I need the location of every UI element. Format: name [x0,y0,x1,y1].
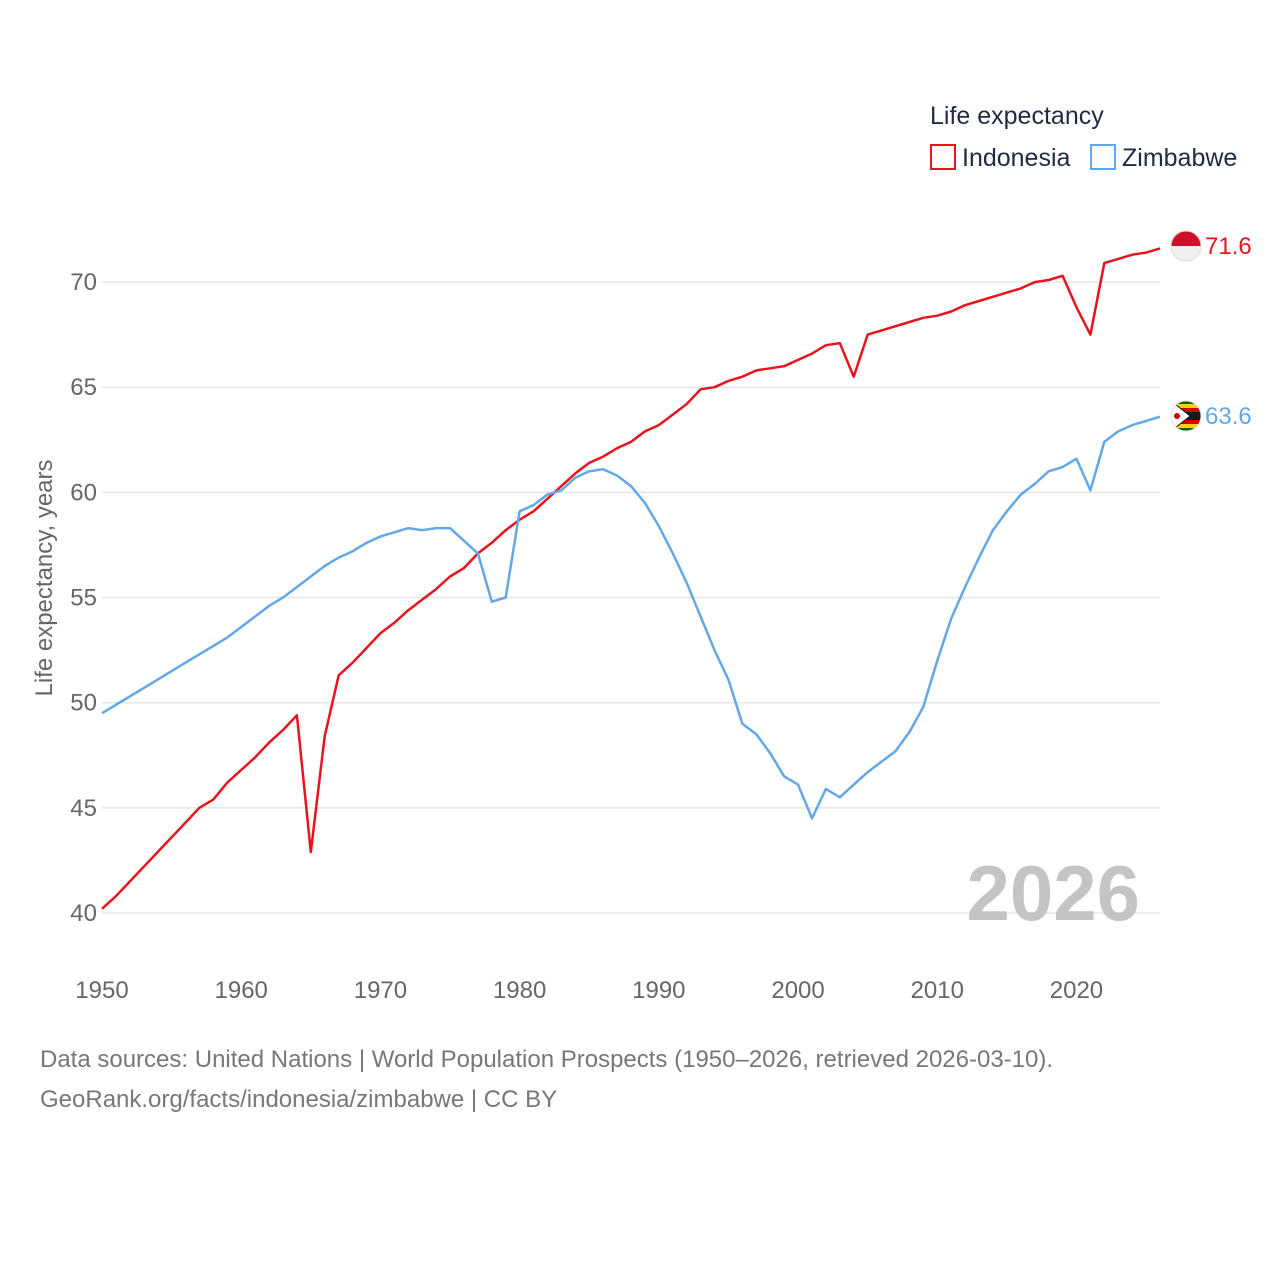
y-tick-label: 40 [70,900,97,927]
indonesia-flag-icon [1171,231,1201,261]
x-tick-label: 1990 [632,977,685,1004]
y-tick-label: 65 [70,374,97,401]
legend-swatch-zimbabwe [1090,144,1116,170]
legend-label-indonesia: Indonesia [962,144,1071,172]
footer-sources: Data sources: United Nations | World Pop… [40,1046,1054,1073]
end-label-zimbabwe: 63.6 [1205,403,1252,430]
y-tick-label: 50 [70,690,97,717]
footer-credit: GeoRank.org/facts/indonesia/zimbabwe | C… [40,1086,558,1113]
legend-label-zimbabwe: Zimbabwe [1122,144,1237,172]
x-tick-label: 1950 [75,977,128,1004]
indonesia-flag-border [1170,230,1202,262]
x-tick-label: 2000 [771,977,824,1004]
y-axis-label: Life expectancy, years [31,459,58,696]
y-axis-ticks: 40 45 50 55 60 65 70 [70,269,97,927]
year-watermark: 2026 [966,849,1140,937]
y-tick-label: 70 [70,269,97,296]
x-tick-label: 2020 [1050,977,1103,1004]
x-tick-label: 1970 [354,977,407,1004]
legend-swatch-indonesia [930,144,956,170]
x-tick-label: 1980 [493,977,546,1004]
end-label-indonesia: 71.6 [1205,233,1252,260]
series-line-zimbabwe [101,415,1161,820]
legend-title: Life expectancy [930,102,1104,130]
grid-lines [102,281,1160,914]
x-tick-label: 2010 [911,977,964,1004]
zimbabwe-flag-icon [1171,401,1201,431]
x-axis-ticks: 1950 1960 1970 1980 1990 2000 2010 2020 [75,977,1103,1004]
line-chart: 40 45 50 55 60 65 70 1950 1960 1970 1980 1990 2000 2… [31,102,1252,1004]
y-tick-label: 55 [70,585,97,612]
zimbabwe-flag-border [1170,400,1202,432]
series-line-indonesia [101,247,1161,910]
series-lines [101,247,1161,910]
y-tick-label: 60 [70,479,97,506]
y-tick-label: 45 [70,795,97,822]
legend: Life expectancy Indonesia Zimbabwe [930,102,1237,172]
x-tick-label: 1960 [215,977,268,1004]
